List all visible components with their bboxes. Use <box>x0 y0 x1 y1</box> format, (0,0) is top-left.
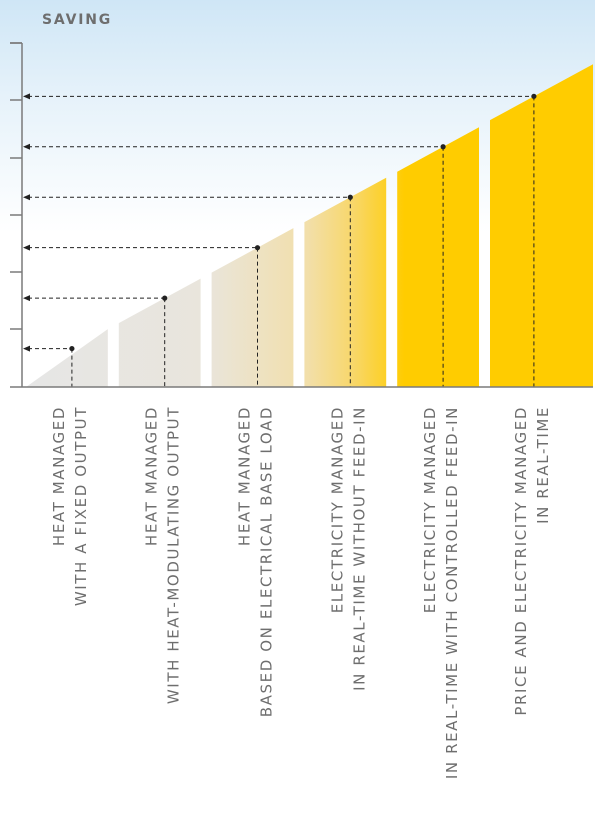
category-label-1: HEAT MANAGED WITH A FIXED OUTPUT <box>50 406 90 606</box>
data-point-4 <box>347 194 353 200</box>
bar-4 <box>304 177 387 387</box>
bar-2 <box>118 278 201 387</box>
arrowhead-5 <box>23 143 30 150</box>
data-point-6 <box>531 93 537 99</box>
category-label-4-line-1: ELECTRICITY MANAGED <box>328 406 346 613</box>
arrowhead-2 <box>23 295 30 302</box>
data-point-1 <box>69 345 75 352</box>
arrowhead-1 <box>23 345 30 352</box>
category-label-3: HEAT MANAGED BASED ON ELECTRICAL BASE LOA… <box>236 406 276 717</box>
arrowhead-3 <box>23 244 30 251</box>
bar-1 <box>26 329 108 387</box>
bar-3 <box>211 228 294 387</box>
category-label-6-line-2: IN REAL-TIME <box>534 406 552 524</box>
category-label-5-line-2: IN REAL-TIME WITH CONTROLLED FEED-IN <box>443 406 461 779</box>
arrowhead-4 <box>23 194 30 201</box>
category-label-4: ELECTRICITY MANAGED IN REAL-TIME WITHOUT … <box>328 406 368 691</box>
category-label-2-line-2: WITH HEAT-MODULATING OUTPUT <box>165 406 183 704</box>
category-label-4-line-2: IN REAL-TIME WITHOUT FEED-IN <box>350 406 368 691</box>
category-label-5-line-1: ELECTRICITY MANAGED <box>421 406 439 613</box>
bar-5 <box>397 127 479 388</box>
data-point-3 <box>254 245 261 251</box>
category-label-3-line-2: BASED ON ELECTRICAL BASE LOAD <box>258 406 276 717</box>
category-label-2: HEAT MANAGED WITH HEAT-MODULATING OUTPUT <box>143 406 183 704</box>
category-label-5: ELECTRICITY MANAGED IN REAL-TIME WITH CON… <box>421 406 461 779</box>
y-axis-label: SAVING <box>42 12 112 28</box>
category-label-1-line-2: WITH A FIXED OUTPUT <box>72 406 90 606</box>
category-label-6-line-1: PRICE AND ELECTRICITY MANAGED <box>512 406 530 716</box>
category-label-2-line-1: HEAT MANAGED <box>143 406 161 546</box>
data-point-5 <box>440 144 446 150</box>
arrowhead-6 <box>23 93 30 100</box>
category-label-3-line-1: HEAT MANAGED <box>236 406 254 546</box>
bar-6 <box>490 64 593 387</box>
category-label-6: PRICE AND ELECTRICITY MANAGED IN REAL-TIM… <box>512 406 552 716</box>
data-point-2 <box>162 295 168 301</box>
category-label-1-line-1: HEAT MANAGED <box>50 406 68 546</box>
